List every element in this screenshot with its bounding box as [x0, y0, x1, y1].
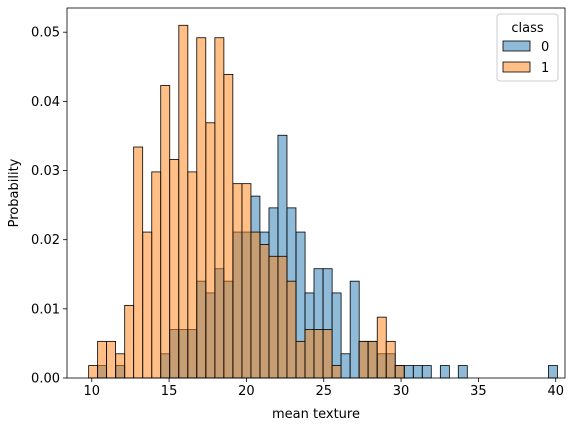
histogram-bar-class-1 — [169, 159, 180, 379]
legend-label-class-1: 1 — [541, 61, 549, 76]
histogram-bar-class-1 — [286, 280, 297, 379]
x-tick-label: 20 — [238, 384, 255, 399]
legend: class 01 — [496, 13, 559, 82]
legend-label-class-0: 0 — [541, 40, 549, 55]
histogram-bar-class-1 — [358, 340, 369, 379]
legend-entries: 01 — [502, 40, 549, 76]
histogram-bar-class-1 — [367, 340, 378, 379]
x-tick-label: 30 — [393, 384, 410, 399]
y-tick-label: 0.03 — [31, 164, 60, 179]
legend-title: class — [511, 21, 543, 36]
histogram-bar-class-1 — [115, 353, 126, 379]
histogram-bar-class-1 — [196, 37, 207, 379]
histogram-bar-class-1 — [205, 122, 216, 379]
histogram-bar-class-1 — [214, 37, 225, 379]
y-axis: 0.00 0.01 0.02 0.03 0.04 0.05 — [31, 26, 67, 387]
histogram-bar-class-1 — [178, 24, 189, 379]
histogram-bar-class-1 — [241, 183, 252, 379]
histogram-bar-class-1 — [133, 146, 144, 379]
y-axis-label: Probability — [7, 158, 22, 227]
x-tick-label: 35 — [470, 384, 487, 399]
histogram-bar-class-0 — [439, 365, 450, 379]
y-tick-label: 0.05 — [31, 26, 60, 41]
histogram-bar-class-1 — [97, 340, 108, 379]
histogram-bar-class-0 — [457, 365, 468, 379]
x-tick-label: 25 — [315, 384, 332, 399]
axes-frame — [66, 7, 566, 379]
histogram-bar-class-1 — [88, 365, 99, 379]
histogram-bar-class-1 — [268, 255, 279, 379]
histogram-bar-class-1 — [394, 365, 405, 379]
histogram-bar-class-0 — [421, 365, 432, 379]
y-tick-label: 0.02 — [31, 233, 60, 248]
legend-swatch-class-0 — [502, 40, 531, 52]
histogram-bar-class-1 — [223, 73, 234, 379]
histogram-bar-class-1 — [142, 231, 153, 379]
x-axis-label: mean texture — [272, 407, 360, 422]
histogram-bar-class-0 — [548, 365, 558, 379]
histogram-bar-class-1 — [160, 85, 171, 379]
histogram-bar-class-0 — [403, 365, 414, 379]
histogram-bar-class-1 — [124, 304, 135, 379]
y-tick-label: 0.01 — [31, 302, 60, 317]
histogram-bar-class-0 — [340, 353, 351, 379]
histogram-bar-class-1 — [259, 244, 270, 379]
x-tick-label: 10 — [83, 384, 100, 399]
y-tick-label: 0.04 — [31, 95, 60, 110]
legend-swatch-class-1 — [502, 61, 531, 73]
histogram-bar-class-1 — [250, 231, 261, 379]
histogram-bar-class-1 — [313, 329, 324, 379]
histogram-bar-class-0 — [349, 280, 360, 379]
x-tick-label: 15 — [161, 384, 178, 399]
histogram-bar-class-1 — [304, 329, 315, 379]
histogram-bar-class-1 — [385, 340, 396, 379]
histogram-bar-class-1 — [277, 255, 288, 379]
histogram-bar-class-1 — [106, 340, 117, 379]
x-tick-label: 40 — [547, 384, 564, 399]
histogram-bar-class-1 — [151, 171, 162, 379]
y-tick-label: 0.00 — [31, 372, 60, 387]
histogram-bar-class-1 — [232, 183, 243, 379]
histogram-bar-class-1 — [322, 329, 333, 379]
histogram-bar-class-1 — [376, 316, 387, 379]
histogram-bar-class-1 — [187, 171, 198, 379]
histogram-bar-class-0 — [412, 365, 423, 379]
histogram-bar-class-1 — [331, 365, 342, 379]
x-axis: 10 15 20 25 30 35 40 — [83, 378, 564, 399]
histogram-bar-class-1 — [295, 340, 306, 379]
